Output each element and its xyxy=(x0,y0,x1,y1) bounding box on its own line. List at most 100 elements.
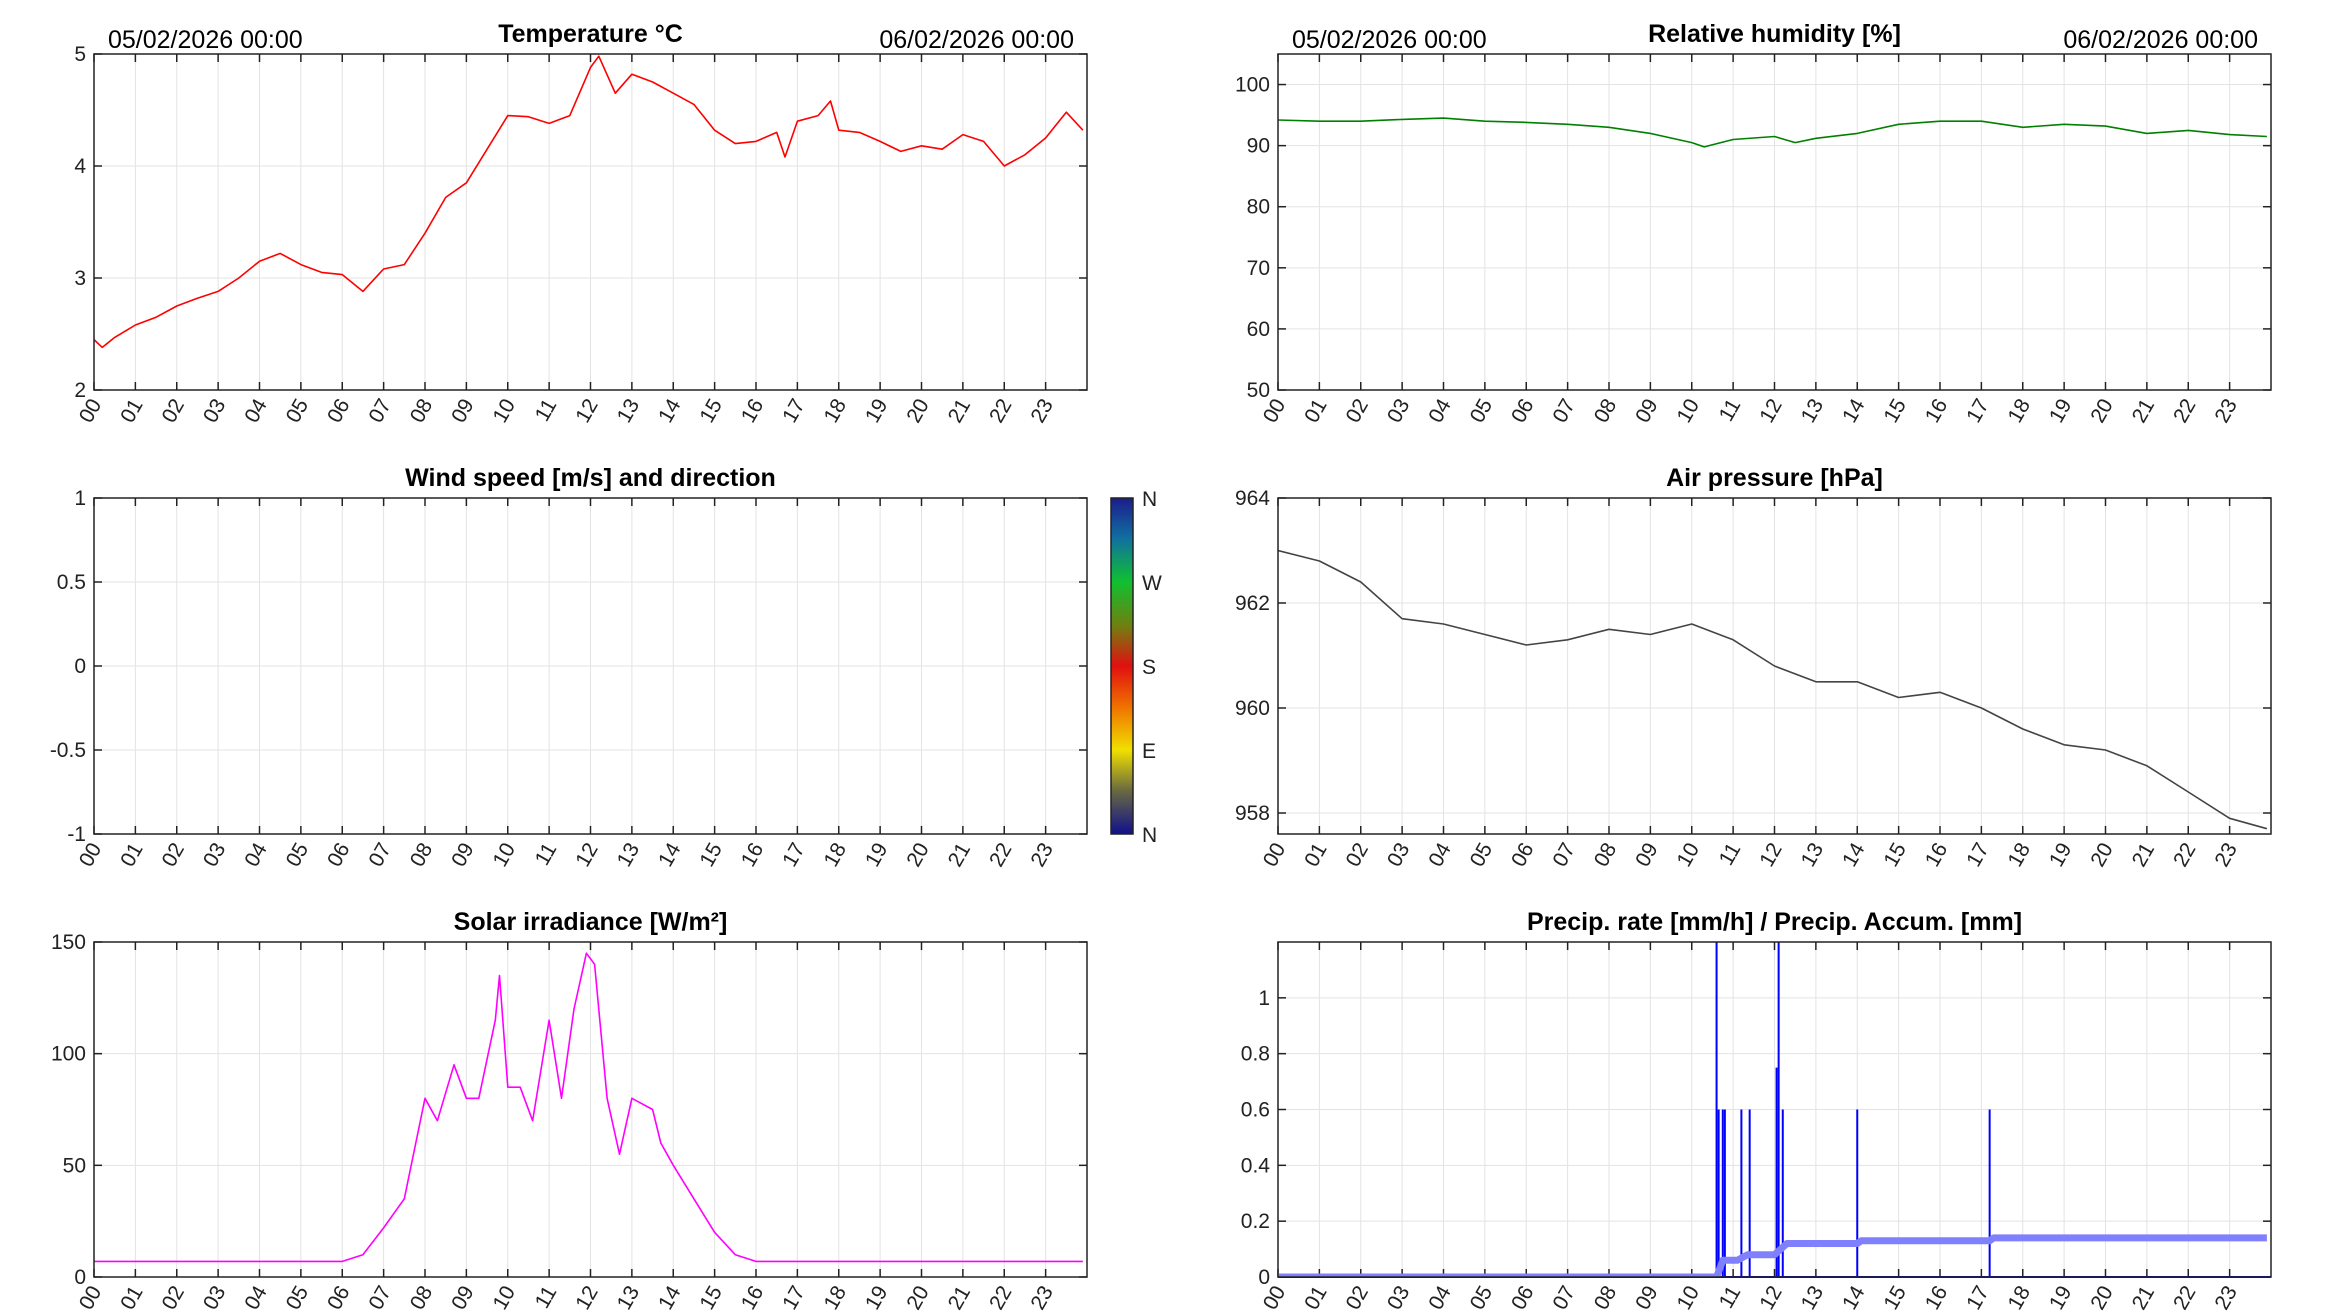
y-tick-label: 3 xyxy=(74,267,86,290)
x-tick-label: 13 xyxy=(613,395,645,427)
x-tick-label: 04 xyxy=(240,839,272,871)
x-tick-label: 06 xyxy=(323,395,355,427)
x-tick-label: 19 xyxy=(861,839,893,871)
x-tick-label: 12 xyxy=(1755,839,1787,871)
start-date-label-temperature: 05/02/2026 00:00 xyxy=(108,26,303,54)
x-tick-label: 01 xyxy=(116,395,148,427)
x-tick-label: 01 xyxy=(1300,1282,1332,1313)
y-tick-label: 2 xyxy=(74,379,86,402)
axes-frame xyxy=(1277,941,2272,1278)
y-tick-label: 0.2 xyxy=(1241,1210,1270,1233)
y-tick-label: 1 xyxy=(74,487,86,510)
x-tick-label: 02 xyxy=(157,839,189,871)
y-tick-label: 958 xyxy=(1235,802,1270,825)
x-tick-label: 09 xyxy=(1631,839,1663,871)
x-tick-label: 03 xyxy=(199,395,231,427)
x-tick-label: 03 xyxy=(1383,839,1415,871)
x-tick-label: 14 xyxy=(654,395,686,427)
y-tick-label: 50 xyxy=(1247,379,1270,402)
y-tick-label: 0 xyxy=(74,655,86,678)
humidity-line xyxy=(1278,117,2267,148)
x-tick-label: 19 xyxy=(861,395,893,427)
chart-title: Solar irradiance [W/m²] xyxy=(454,908,728,936)
y-tick-label: 0.6 xyxy=(1241,1099,1270,1122)
x-tick-label: 06 xyxy=(1507,395,1539,427)
y-tick-label: 0 xyxy=(74,1266,86,1289)
chart-title: Temperature °C xyxy=(498,20,683,48)
y-tick-label: 70 xyxy=(1247,257,1270,280)
x-tick-label: 01 xyxy=(116,839,148,871)
y-tick-label: -1 xyxy=(67,823,86,846)
x-tick-label: 03 xyxy=(199,839,231,871)
colorbar-label-n-top: N xyxy=(1142,488,1157,511)
x-tick-label: 19 xyxy=(2045,839,2077,871)
x-tick-label: 21 xyxy=(944,395,976,427)
x-tick-label: 21 xyxy=(944,1282,976,1313)
x-tick-label: 19 xyxy=(2045,395,2077,427)
x-tick-label: 17 xyxy=(778,1282,810,1313)
x-tick-label: 14 xyxy=(1838,839,1870,871)
x-tick-label: 04 xyxy=(1424,839,1456,871)
x-tick-label: 18 xyxy=(819,395,851,427)
x-tick-label: 21 xyxy=(944,839,976,871)
y-tick-label: 5 xyxy=(74,43,86,66)
x-tick-label: 20 xyxy=(902,839,934,871)
colorbar-label-s: S xyxy=(1142,656,1156,679)
x-tick-label: 22 xyxy=(2169,839,2201,871)
x-tick-label: 07 xyxy=(1548,839,1580,871)
x-tick-label: 08 xyxy=(406,839,438,871)
x-tick-label: 21 xyxy=(2128,395,2160,427)
y-tick-label: 1 xyxy=(1258,987,1270,1010)
x-tick-label: 04 xyxy=(240,395,272,427)
x-tick-label: 16 xyxy=(737,1282,769,1313)
x-tick-label: 11 xyxy=(531,1282,562,1312)
colorbar-label-n-bottom: N xyxy=(1142,824,1157,847)
x-tick-label: 07 xyxy=(1548,1282,1580,1313)
x-tick-label: 13 xyxy=(613,1282,645,1313)
temperature-chart: 00 01 02 03 04 05 06 07 08 09 10 11 12 13 14 15 16 17 18 19… xyxy=(74,20,1088,427)
x-tick-label: 13 xyxy=(1797,839,1829,871)
x-tick-label: 11 xyxy=(1715,1282,1746,1312)
x-tick-label: 23 xyxy=(1026,395,1058,427)
y-tick-label: 4 xyxy=(74,155,86,178)
pressure-chart: 00 01 02 03 04 05 06 07 08 09 10 11 12 13 14 15 16 17 18 19… xyxy=(1235,464,2272,871)
x-tick-label: 09 xyxy=(447,395,479,427)
x-tick-label: 03 xyxy=(199,1282,231,1313)
x-tick-label: 06 xyxy=(1507,1282,1539,1313)
y-tick-label: 960 xyxy=(1235,697,1270,720)
x-tick-label: 18 xyxy=(819,839,851,871)
precip-accum-line xyxy=(1278,1234,2267,1277)
x-tick-label: 05 xyxy=(282,839,314,871)
x-tick-label: 22 xyxy=(985,1282,1017,1313)
x-tick-label: 15 xyxy=(1879,1282,1911,1313)
x-tick-label: 01 xyxy=(1300,839,1332,871)
x-tick-label: 09 xyxy=(447,839,479,871)
x-tick-label: 23 xyxy=(1026,839,1058,871)
axes-frame xyxy=(93,941,1088,1278)
x-tick-label: 08 xyxy=(1590,839,1622,871)
solar-chart: 00 01 02 03 04 05 06 07 08 09 10 11 12 13 14 15 16 17 18 19… xyxy=(51,908,1088,1313)
x-tick-label: 22 xyxy=(2169,1282,2201,1313)
x-tick-label: 10 xyxy=(488,395,520,427)
start-date-label-humidity: 05/02/2026 00:00 xyxy=(1292,26,1487,54)
x-tick-label: 12 xyxy=(571,1282,603,1313)
x-tick-label: 10 xyxy=(1672,1282,1704,1313)
x-tick-label: 13 xyxy=(1797,1282,1829,1313)
x-tick-label: 03 xyxy=(1383,395,1415,427)
x-tick-label: 20 xyxy=(2086,839,2118,871)
x-tick-label: 18 xyxy=(2003,395,2035,427)
x-tick-label: 05 xyxy=(282,1282,314,1313)
y-tick-label: -0.5 xyxy=(50,739,86,762)
x-tick-label: 06 xyxy=(1507,839,1539,871)
axes-frame xyxy=(93,53,1088,391)
y-tick-label: 100 xyxy=(1235,74,1270,97)
axes-frame xyxy=(1277,497,2272,835)
x-tick-label: 09 xyxy=(447,1282,479,1313)
x-tick-label: 08 xyxy=(1590,1282,1622,1313)
x-tick-label: 05 xyxy=(282,395,314,427)
chart-title: Relative humidity [%] xyxy=(1648,20,1901,48)
x-tick-label: 15 xyxy=(695,839,727,871)
x-tick-label: 11 xyxy=(531,395,562,425)
x-tick-label: 08 xyxy=(406,1282,438,1313)
